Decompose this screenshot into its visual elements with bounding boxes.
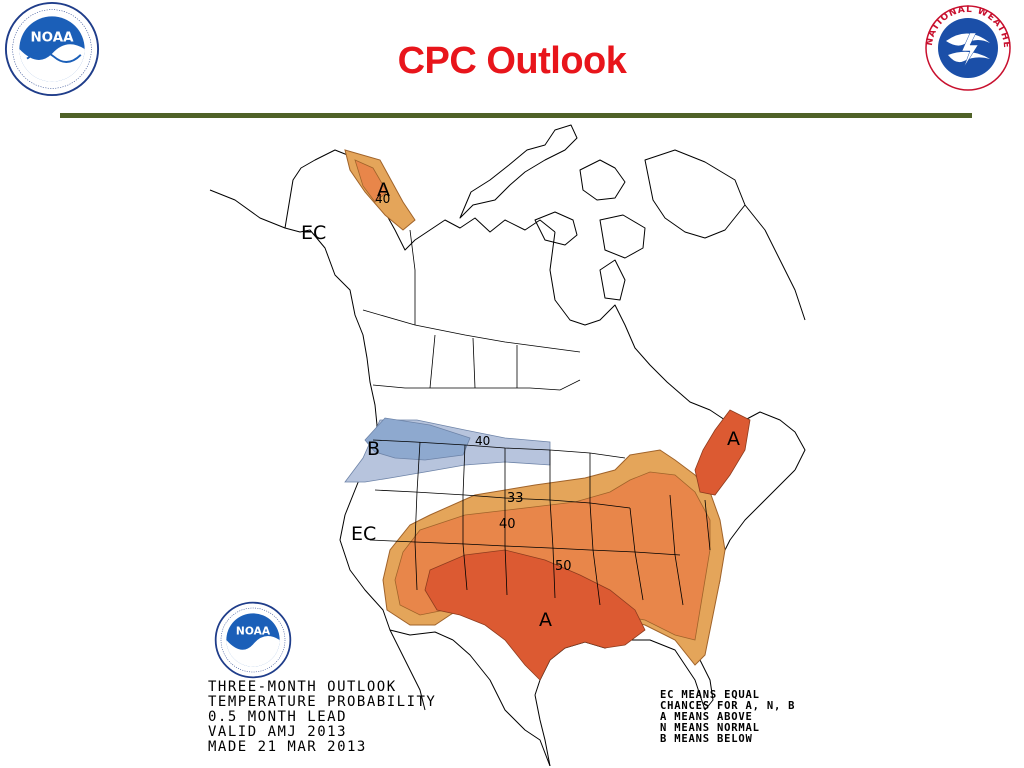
legend-line: CHANCES FOR A, N, B <box>660 700 796 712</box>
legend-line: B MEANS BELOW <box>660 733 753 745</box>
map-legend: EC MEANS EQUAL CHANCES FOR A, N, B A MEA… <box>660 690 795 745</box>
caption-line: TEMPERATURE PROBABILITY <box>208 694 437 710</box>
caption-line: 0.5 MONTH LEAD <box>208 709 348 725</box>
caption-line: VALID AMJ 2013 <box>208 724 348 740</box>
map-labels: EC EC A 40 A A B 40 33 40 50 <box>301 179 740 631</box>
noaa-logo-map: NOAA <box>214 601 292 679</box>
legend-line: EC MEANS EQUAL <box>660 689 760 701</box>
label-40-central: 40 <box>499 517 516 532</box>
title-divider <box>60 113 972 118</box>
label-33: 33 <box>507 491 524 506</box>
noaa-wordmark-map: NOAA <box>236 625 271 638</box>
caption-line: MADE 21 MAR 2013 <box>208 739 367 755</box>
outlook-caption: THREE-MONTH OUTLOOK TEMPERATURE PROBABIL… <box>208 680 436 755</box>
label-50: 50 <box>555 559 572 574</box>
label-40-alaska: 40 <box>375 192 390 206</box>
legend-line: A MEANS ABOVE <box>660 711 753 723</box>
label-a-northeast: A <box>727 428 740 450</box>
label-ec-west: EC <box>351 523 376 545</box>
label-b-northwest: B <box>367 438 380 460</box>
label-40-nw: 40 <box>475 434 490 448</box>
temperature-outlook-map: EC EC A 40 A A B 40 33 40 50 <box>209 124 806 766</box>
boundaries <box>362 229 711 606</box>
label-a-alaska: A <box>377 179 390 201</box>
nws-logo: NATIONAL WEATHER SERVICE <box>918 3 1011 91</box>
noaa-logo: NOAA <box>4 1 100 97</box>
noaa-wordmark: NOAA <box>30 30 74 45</box>
label-ec-north: EC <box>301 222 326 244</box>
legend-line: N MEANS NORMAL <box>660 722 760 734</box>
slide-title: CPC Outlook <box>397 40 627 82</box>
label-a-south: A <box>539 609 552 631</box>
caption-line: THREE-MONTH OUTLOOK <box>208 679 397 695</box>
above-50-region <box>424 409 751 681</box>
